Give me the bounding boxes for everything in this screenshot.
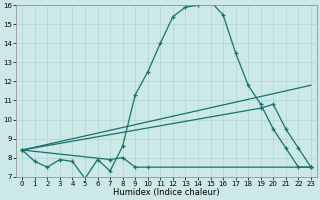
- X-axis label: Humidex (Indice chaleur): Humidex (Indice chaleur): [113, 188, 220, 197]
